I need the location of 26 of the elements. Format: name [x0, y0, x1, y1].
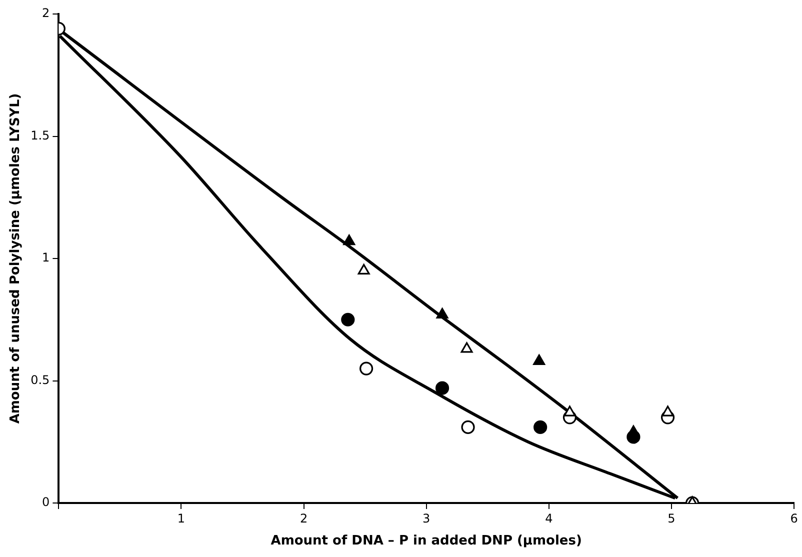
point	[359, 362, 374, 376]
y-tick-label: 0.5	[30, 372, 50, 387]
point	[358, 264, 370, 275]
point	[436, 308, 448, 319]
y-tick-label: 0	[42, 495, 50, 510]
point	[460, 342, 473, 353]
point	[662, 406, 674, 416]
x-tick-label: 4	[545, 511, 553, 526]
point	[435, 381, 450, 395]
point	[534, 420, 548, 434]
y-tick-label: 2	[42, 6, 50, 20]
y-axis-title: Amount of unused Polylysine (μmoles LYSYL)	[8, 93, 24, 424]
x-tick-label: 5	[668, 511, 676, 526]
y-tick-label: 1	[42, 250, 50, 265]
y-tick-label: 1.5	[30, 128, 50, 142]
x-tick-label: 2	[300, 511, 308, 526]
point	[533, 354, 546, 365]
x-tick-label: 3	[422, 511, 430, 526]
point	[341, 312, 355, 326]
x-tick-label: 1	[177, 511, 186, 526]
point	[627, 425, 640, 436]
point	[343, 234, 356, 246]
x-axis-title: Amount of DNA – P in added DNP (μmoles)	[270, 534, 582, 549]
point	[564, 406, 576, 416]
point	[461, 420, 475, 434]
x-tick-label: 6	[790, 511, 798, 526]
